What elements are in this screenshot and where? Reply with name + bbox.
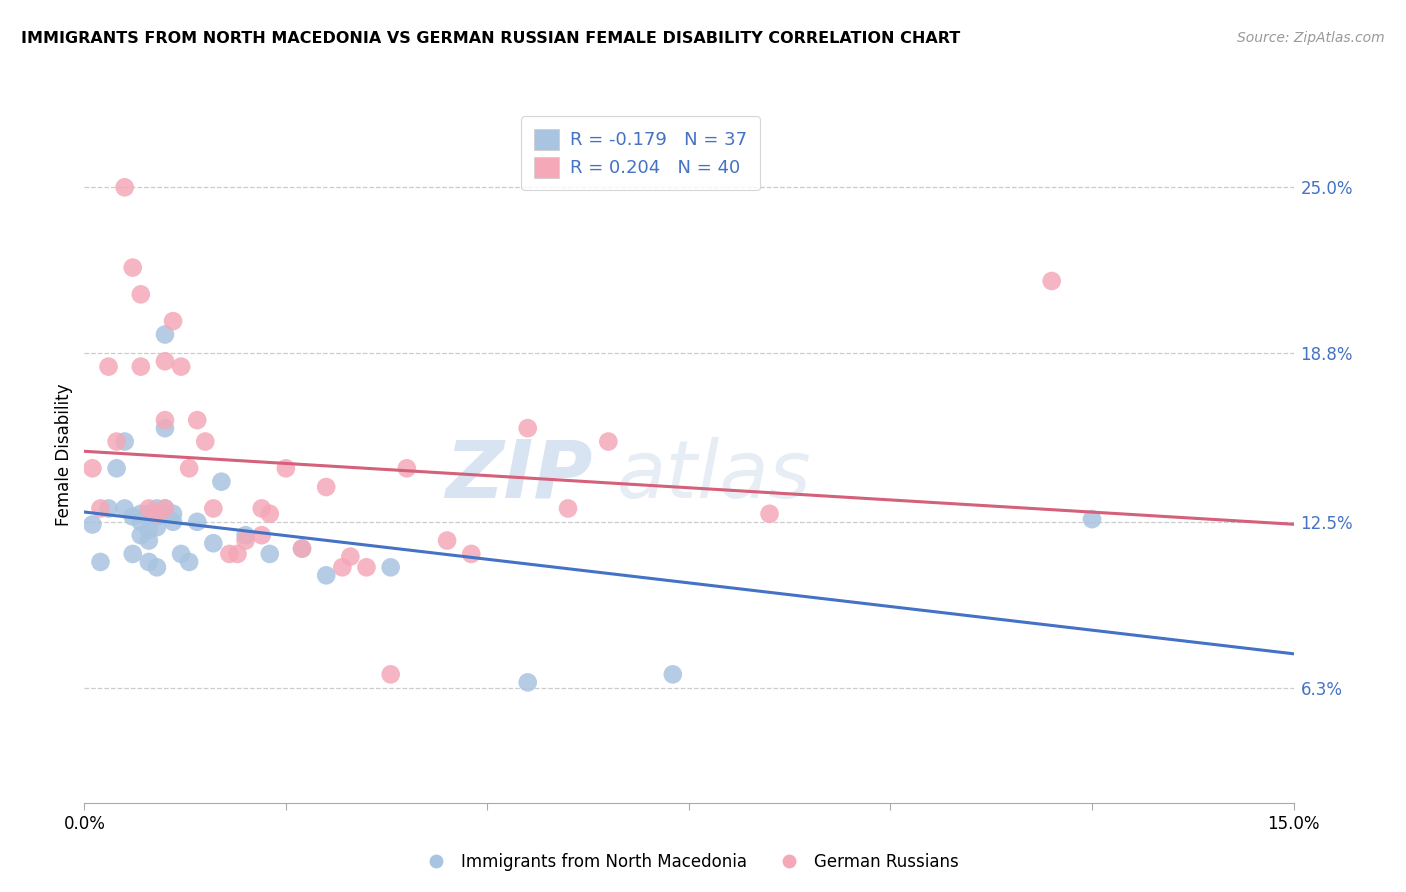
Point (138, 533, 160, 548)
Point (460, 547, 482, 561)
Point (186, 413, 208, 427)
Point (259, 507, 281, 521)
Point (598, 434, 620, 449)
Text: atlas: atlas (616, 437, 811, 515)
Point (179, 461, 201, 475)
Point (235, 533, 257, 548)
Point (146, 501, 169, 516)
Point (291, 541, 314, 556)
Point (758, 507, 780, 521)
Point (97, 359, 120, 374)
Point (121, 509, 143, 524)
Point (209, 475, 232, 489)
Point (153, 501, 176, 516)
Point (146, 509, 169, 524)
Point (105, 461, 128, 475)
Point (194, 434, 217, 449)
Point (330, 560, 353, 574)
Point (380, 560, 402, 574)
Point (89, 555, 111, 569)
Point (114, 180, 136, 194)
Point (114, 434, 136, 449)
Point (138, 523, 160, 537)
Point (315, 568, 337, 582)
Point (162, 507, 184, 521)
Point (179, 555, 201, 569)
Legend: Immigrants from North Macedonia, German Russians: Immigrants from North Macedonia, German … (413, 847, 965, 878)
Point (202, 501, 225, 516)
Point (186, 515, 208, 529)
Point (250, 528, 273, 542)
Point (129, 528, 152, 542)
Point (339, 549, 361, 564)
Point (516, 675, 538, 690)
Point (146, 507, 169, 521)
Point (153, 327, 176, 342)
Text: IMMIGRANTS FROM NORTH MACEDONIA VS GERMAN RUSSIAN FEMALE DISABILITY CORRELATION : IMMIGRANTS FROM NORTH MACEDONIA VS GERMA… (21, 31, 960, 46)
Point (153, 354, 176, 368)
Point (395, 461, 418, 475)
Point (138, 555, 160, 569)
Point (516, 421, 538, 435)
Point (114, 501, 136, 516)
Point (259, 547, 281, 561)
Point (89, 501, 111, 516)
Point (356, 560, 378, 574)
Text: ZIP: ZIP (444, 437, 592, 515)
Point (170, 547, 193, 561)
Point (235, 528, 257, 542)
Point (146, 560, 169, 574)
Point (380, 667, 402, 681)
Point (153, 501, 176, 516)
Point (138, 507, 160, 521)
Point (82, 517, 104, 532)
Point (105, 434, 128, 449)
Point (138, 501, 160, 516)
Point (662, 667, 685, 681)
Point (153, 421, 176, 435)
Point (129, 507, 152, 521)
Point (1081, 512, 1104, 526)
Point (129, 359, 152, 374)
Point (1040, 274, 1063, 288)
Point (436, 533, 458, 548)
Point (170, 359, 193, 374)
Point (226, 547, 249, 561)
Point (218, 547, 240, 561)
Point (121, 547, 143, 561)
Point (315, 480, 337, 494)
Y-axis label: Female Disability: Female Disability (55, 384, 73, 526)
Point (82, 461, 104, 475)
Point (97, 501, 120, 516)
Point (129, 287, 152, 301)
Point (274, 461, 297, 475)
Point (121, 260, 143, 275)
Point (162, 515, 184, 529)
Point (162, 314, 184, 328)
Point (129, 515, 152, 529)
Point (202, 536, 225, 550)
Point (250, 501, 273, 516)
Point (153, 413, 176, 427)
Point (146, 520, 169, 534)
Point (291, 541, 314, 556)
Text: Source: ZipAtlas.com: Source: ZipAtlas.com (1237, 31, 1385, 45)
Point (557, 501, 579, 516)
